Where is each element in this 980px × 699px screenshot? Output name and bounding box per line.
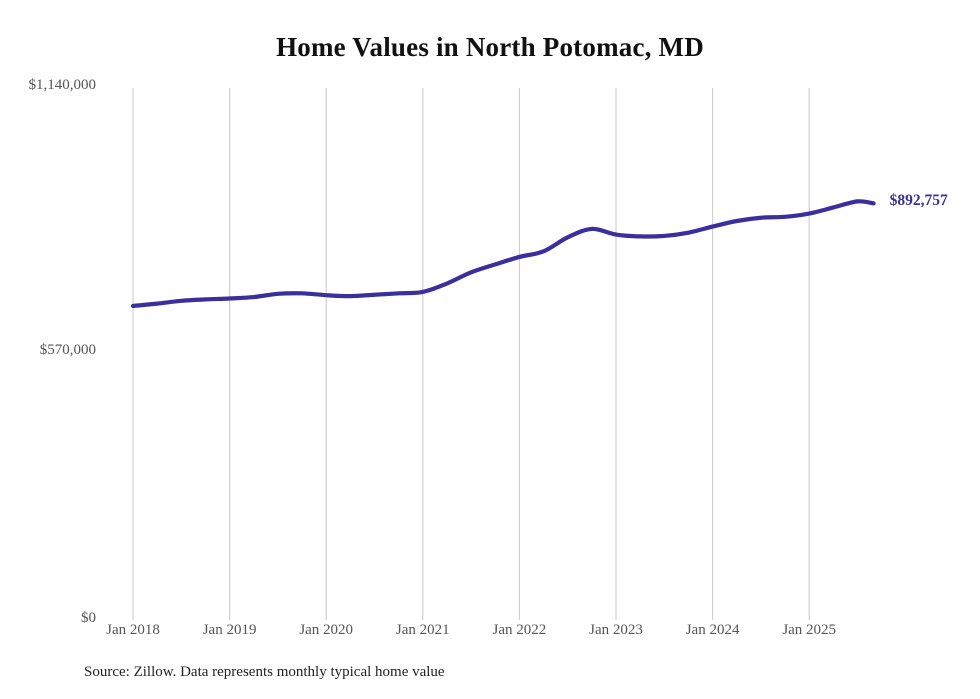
x-axis-tick-label: Jan 2020 (299, 622, 354, 638)
x-axis-tick-label: Jan 2019 (202, 622, 257, 638)
vertical-gridlines (132, 88, 810, 620)
chart-title: Home Values in North Potomac, MD (276, 32, 704, 62)
value-line-series (130, 199, 876, 309)
y-axis-tick-mid: $570,000 (39, 342, 96, 358)
x-axis-tick-label: Jan 2024 (685, 622, 740, 638)
y-axis-tick-bottom: $0 (81, 610, 96, 626)
x-axis-tick-label: Jan 2025 (782, 622, 837, 638)
x-axis-tick-label: Jan 2022 (492, 622, 547, 638)
x-axis-tick-label: Jan 2023 (589, 622, 643, 638)
y-axis-tick-top: $1,140,000 (28, 77, 97, 93)
end-value-label: $892,757 (889, 192, 948, 210)
source-note: Source: Zillow. Data represents monthly … (84, 664, 445, 680)
x-axis-tick-label: Jan 2018 (106, 622, 160, 638)
x-axis-tick-label: Jan 2021 (395, 622, 450, 638)
